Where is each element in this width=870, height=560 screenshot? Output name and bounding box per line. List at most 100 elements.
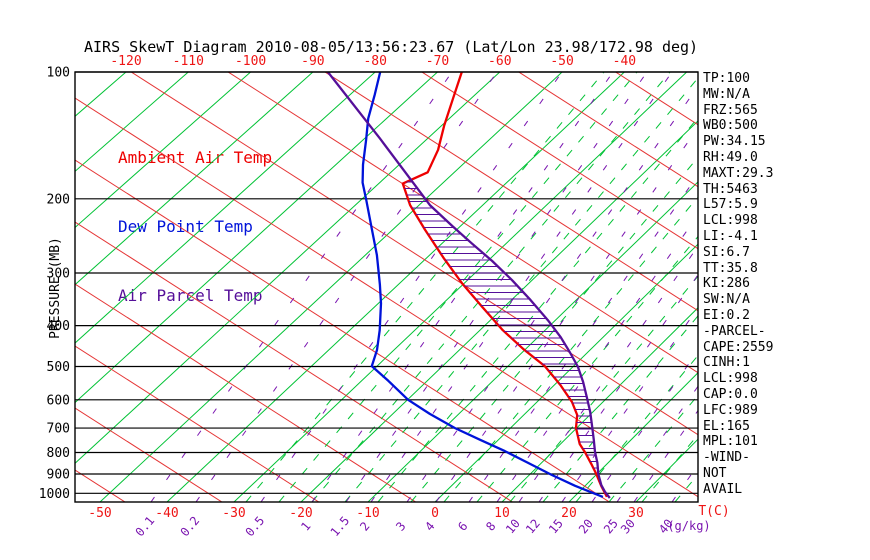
sounding-curves xyxy=(326,72,611,499)
stat-line: TP:100 xyxy=(703,71,750,86)
moist-adiabat-line xyxy=(774,72,870,502)
isotherm-line xyxy=(75,72,376,344)
mixing-ratio-line xyxy=(406,85,698,502)
mixing-ratio-line xyxy=(370,72,673,502)
moist-adiabat-line xyxy=(311,72,671,502)
pressure-tick-label: 1000 xyxy=(39,487,70,502)
stat-line: CAPE:2559 xyxy=(703,339,774,355)
diagram-title: AIRS SkewT Diagram 2010-08-05/13:56:23.6… xyxy=(84,38,699,56)
bottom-temp-tick-label: -50 xyxy=(88,506,111,521)
moist-adiabat-line xyxy=(641,433,698,502)
isotherm-line xyxy=(568,372,698,502)
mixing-ratio-line xyxy=(561,306,698,502)
dry-adiabat-line xyxy=(75,345,320,502)
bottom-temp-tick-label: -10 xyxy=(356,506,379,521)
mixing-ratio-tick-label: 8 xyxy=(483,519,498,534)
dry-adiabat-line xyxy=(75,159,611,502)
moist-adiabat-line xyxy=(410,156,698,502)
cape-hatch-area xyxy=(404,181,598,469)
moist-adiabat-line xyxy=(245,72,605,502)
stat-line: SW:N/A xyxy=(703,292,750,308)
mixing-unit-label: (g/kg) xyxy=(667,519,710,533)
stat-line: KI:286 xyxy=(703,276,750,292)
bottom-temp-tick-label: -40 xyxy=(155,506,178,521)
mixing-ratio-line xyxy=(671,463,698,502)
mixing-ratio-tick-label: 2 xyxy=(357,519,372,534)
isotherm-line xyxy=(75,72,438,404)
moist-adiabat-line xyxy=(542,315,698,502)
mixing-ratio-tick-label: 0.1 xyxy=(133,514,158,540)
stat-line: MAXT:29.3 xyxy=(703,165,774,181)
isotherm-line xyxy=(75,72,189,173)
mixing-ratio-tick-label: 0.5 xyxy=(243,514,268,540)
stat-line: EL:165 xyxy=(703,418,750,434)
moist-adiabat-line xyxy=(575,354,698,502)
stat-line: -WIND- xyxy=(703,450,750,466)
stat-line: SI:6.7 xyxy=(703,244,750,260)
mixing-ratio-tick-label: 6 xyxy=(455,519,470,534)
air-parcel-temp-curve xyxy=(326,72,611,499)
stat-line: LCL:998 xyxy=(703,213,758,229)
mixing-ratio-tick-label: 0.2 xyxy=(178,514,203,540)
dry-adiabat-line xyxy=(420,72,698,250)
mixing-ratio-tick-label: 1.5 xyxy=(328,514,353,540)
stat-line: -PARCEL- xyxy=(703,323,766,339)
bottom-temp-tick-label: 10 xyxy=(494,506,510,521)
mixing-ratio-line xyxy=(345,72,648,502)
moist-adiabat-line xyxy=(278,72,638,502)
dew-point-temp-curve xyxy=(361,72,604,498)
top-temp-tick-label: -80 xyxy=(363,54,386,69)
moist-adiabat-line xyxy=(476,235,698,502)
pressure-tick-label: 300 xyxy=(47,267,70,282)
mixing-ratio-tick-label: 20 xyxy=(576,516,596,536)
stat-line: L57:5.9 xyxy=(703,197,758,213)
bottom-temp-tick-label: 0 xyxy=(431,506,439,521)
pressure-tick-label: 100 xyxy=(47,66,70,81)
moist-adiabat-line xyxy=(443,196,698,502)
isotherm-line xyxy=(434,243,698,502)
stat-line: CINH:1 xyxy=(703,355,750,371)
stat-line: MPL:101 xyxy=(703,434,758,450)
moist-adiabat-line xyxy=(608,394,698,502)
stats-panel: TP:100 MW:N/A FRZ:565 WB0:500 PW:34.15 RH:49.… xyxy=(703,71,773,498)
bottom-temp-tick-label: -20 xyxy=(289,506,312,521)
mixing-ratio-line xyxy=(311,72,614,502)
isotherm-line xyxy=(0,72,1,502)
top-temp-tick-label: -70 xyxy=(426,54,449,69)
top-temp-tick-label: -90 xyxy=(301,54,324,69)
mixing-ratio-tick-label: 1 xyxy=(298,519,313,534)
isotherm-line xyxy=(300,120,698,502)
mixing-ratio-line xyxy=(150,72,453,502)
isotherm-line xyxy=(75,72,127,117)
top-temp-tick-label: -120 xyxy=(110,54,141,69)
bottom-temp-tick-label: 30 xyxy=(628,506,644,521)
stat-line: LCL:998 xyxy=(703,371,758,387)
legend-ambient-air-temp: Ambient Air Temp xyxy=(118,148,273,167)
mixing-ratio-line xyxy=(260,72,563,502)
isotherm-line xyxy=(703,72,870,502)
top-temp-tick-label: -110 xyxy=(173,54,204,69)
temp-unit-label: T(C) xyxy=(698,504,729,519)
stat-line: AVAIL xyxy=(703,481,743,497)
isotherm-line xyxy=(166,72,625,502)
stat-line: CAP:0.0 xyxy=(703,386,758,402)
isotherm-line xyxy=(75,72,501,464)
pressure-tick-label: 900 xyxy=(47,468,70,483)
dry-adiabat-line xyxy=(75,97,698,498)
isotherm-line xyxy=(635,438,698,502)
bottom-temp-tick-label: 20 xyxy=(561,506,577,521)
dry-adiabat-line xyxy=(75,283,417,502)
mixing-ratio-tick-label: 4 xyxy=(422,519,437,534)
stat-line: NOT xyxy=(703,465,727,481)
bottom-temp-tick-label: -30 xyxy=(222,506,245,521)
top-temp-tick-label: -60 xyxy=(488,54,511,69)
ambient-air-temp-curve xyxy=(401,72,608,498)
stat-line: EI:0.2 xyxy=(703,307,750,323)
plot-frame xyxy=(74,71,699,503)
moist-adiabat-line xyxy=(741,72,870,502)
isotherm-line xyxy=(75,72,314,286)
moist-adiabat-line xyxy=(377,116,698,502)
isotherm-line xyxy=(233,72,688,502)
